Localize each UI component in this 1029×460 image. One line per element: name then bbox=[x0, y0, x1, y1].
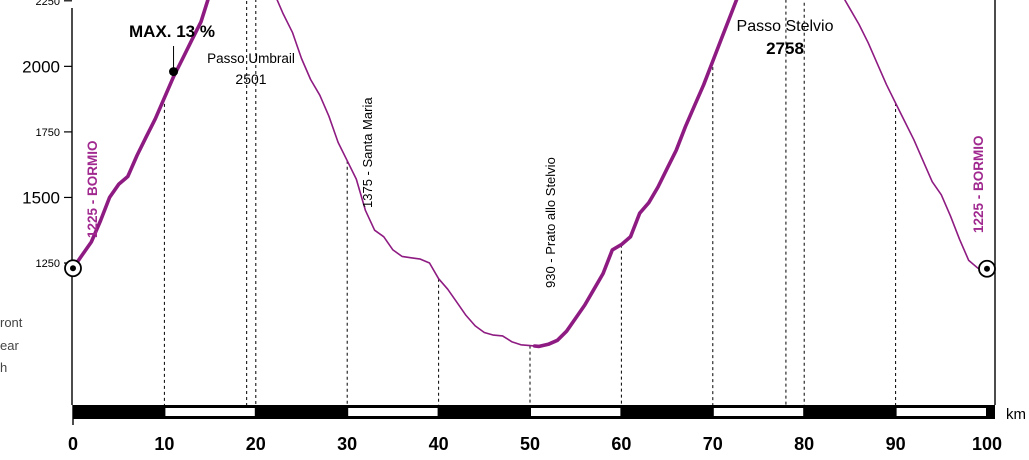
route-markers bbox=[64, 67, 996, 278]
scale-bar-gap-10 bbox=[165, 408, 255, 416]
x-tick-label-40: 40 bbox=[429, 434, 449, 454]
max-gradient-label: MAX. 13 % bbox=[129, 22, 215, 41]
steep-segment-0 bbox=[71, 0, 210, 270]
x-tick-label-10: 10 bbox=[154, 434, 174, 454]
bormio-start-marker bbox=[64, 259, 82, 278]
route-annotations: MAX. 13 % Passo Umbrail 2501 Passo Stelv… bbox=[85, 18, 986, 288]
x-tick-label-60: 60 bbox=[611, 434, 631, 454]
scale-bar-gap-90 bbox=[896, 408, 986, 416]
elevation-line bbox=[72, 0, 988, 348]
x-tick-label-20: 20 bbox=[246, 434, 266, 454]
x-tick-label-90: 90 bbox=[886, 434, 906, 454]
bormio-end-label: 1225 - BORMIO bbox=[971, 135, 986, 233]
distance-scale-bar bbox=[72, 405, 995, 425]
bormio-end-marker bbox=[978, 259, 996, 278]
legend-fragment-line-1: ront bbox=[0, 315, 23, 330]
bormio-start-label: 1225 - BORMIO bbox=[85, 140, 100, 238]
x-axis-tick-labels: 0 10 20 30 40 50 60 70 80 90 100 bbox=[68, 434, 1002, 454]
x-unit-label: km bbox=[1006, 406, 1026, 423]
max-gradient-dot bbox=[169, 67, 179, 77]
x-tick-label-30: 30 bbox=[337, 434, 357, 454]
santa-maria-label: 1375 - Santa Maria bbox=[360, 97, 375, 208]
x-tick-label-0: 0 bbox=[68, 434, 78, 454]
y-tick-label-1500: 1500 bbox=[22, 188, 60, 207]
passo-stelvio-elevation: 2758 bbox=[766, 39, 804, 58]
scale-bar-gap-50 bbox=[531, 408, 621, 416]
cropped-legend-text: ront ear h bbox=[0, 315, 23, 375]
legend-fragment-line-3: h bbox=[0, 360, 7, 375]
passo-umbrail-name: Passo Umbrail bbox=[207, 51, 295, 66]
chart-axes bbox=[71, 0, 996, 405]
passo-stelvio-name: Passo Stelvio bbox=[737, 18, 834, 35]
steep-segment-1 bbox=[532, 0, 739, 349]
x-tick-label-50: 50 bbox=[520, 434, 540, 454]
elevation-profile bbox=[71, 0, 988, 349]
y-tick-label-1750: 1750 bbox=[36, 127, 60, 139]
km-guide-lines bbox=[163, 0, 897, 405]
scale-bar-gap-70 bbox=[713, 408, 804, 416]
y-tick-label-2000: 2000 bbox=[22, 57, 60, 76]
y-tick-label-2250: 2250 bbox=[36, 0, 60, 8]
x-tick-label-80: 80 bbox=[794, 434, 814, 454]
y-tick-label-1250: 1250 bbox=[36, 258, 60, 270]
x-tick-label-100: 100 bbox=[972, 434, 1002, 454]
legend-fragment-line-2: ear bbox=[0, 338, 19, 353]
prato-label: 930 - Prato allo Stelvio bbox=[543, 157, 558, 288]
passo-umbrail-elevation: 2501 bbox=[235, 71, 266, 87]
x-tick-label-70: 70 bbox=[703, 434, 723, 454]
scale-bar-gap-30 bbox=[348, 408, 438, 416]
y-axis-ticks: 15002000250030001250175022502750 bbox=[22, 0, 72, 270]
